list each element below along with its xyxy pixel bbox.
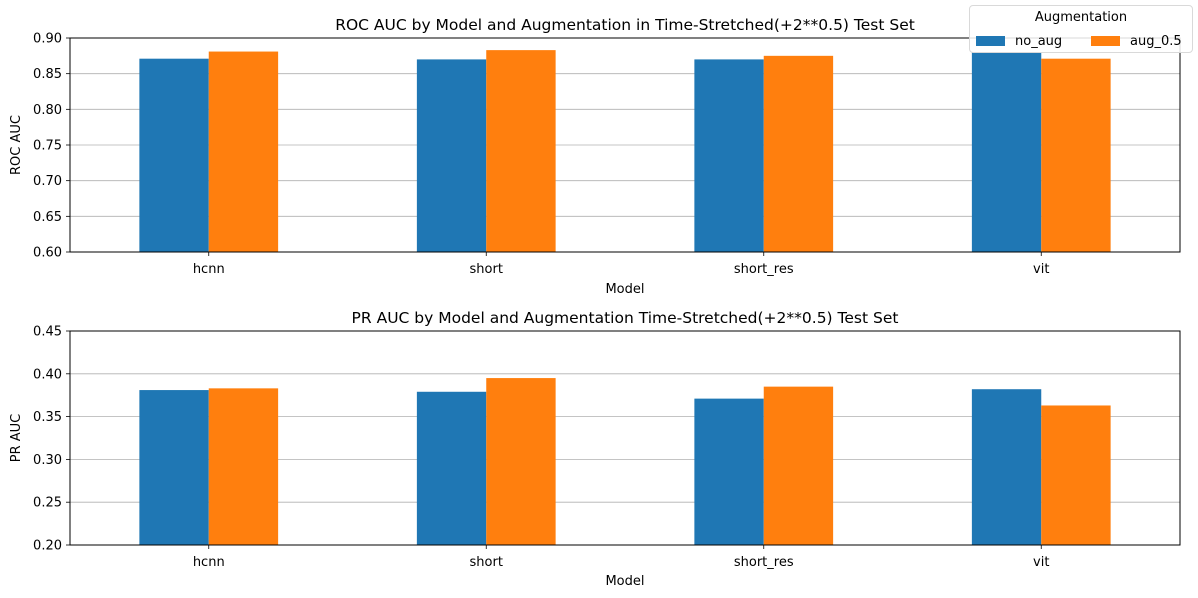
x-axis-label: Model: [605, 574, 644, 589]
x-axis-label: Model: [605, 282, 644, 297]
y-tick-label: 0.35: [33, 410, 62, 425]
chart-title: ROC AUC by Model and Augmentation in Tim…: [335, 16, 915, 34]
y-tick-label: 0.80: [33, 103, 62, 118]
legend-entry-no-aug: no_aug: [976, 33, 1062, 49]
bar-aug-0-5-short-res: [763, 386, 834, 545]
x-tick-label: hcnn: [193, 555, 225, 570]
x-tick-label: vit: [1033, 262, 1049, 277]
plot-frame: [69, 37, 1181, 253]
y-axis-label: ROC AUC: [9, 115, 24, 175]
bar-no-aug-hcnn: [139, 390, 209, 545]
y-tick-label: 0.60: [33, 246, 62, 261]
bar-no-aug-short: [416, 59, 487, 253]
bar-aug-0-5-vit: [1041, 405, 1111, 545]
x-tick-label: vit: [1033, 555, 1049, 570]
pr-auc-chart: PR AUC by Model and Augmentation Time-St…: [9, 309, 1181, 589]
bar-aug-0-5-vit: [1041, 58, 1111, 252]
bar-no-aug-hcnn: [139, 58, 209, 252]
y-tick-label: 0.20: [33, 539, 62, 554]
bar-aug-0-5-short: [486, 50, 556, 253]
legend: Augmentation no_aug aug_0.5: [969, 5, 1193, 53]
y-tick-label: 0.85: [33, 67, 62, 82]
bar-aug-0-5-hcnn: [208, 51, 279, 253]
bar-no-aug-short-res: [694, 59, 764, 253]
bar-aug-0-5-hcnn: [208, 388, 279, 545]
legend-swatch-no-aug: [976, 36, 1005, 46]
bar-no-aug-vit: [971, 52, 1042, 253]
y-tick-label: 0.65: [33, 210, 62, 225]
legend-entry-aug-0-5: aug_0.5: [1091, 33, 1182, 49]
y-tick-label: 0.90: [33, 32, 62, 47]
bar-aug-0-5-short-res: [763, 55, 834, 253]
bar-no-aug-short: [416, 391, 487, 545]
chart-title: PR AUC by Model and Augmentation Time-St…: [352, 309, 899, 327]
bar-no-aug-vit: [971, 389, 1042, 545]
y-tick-label: 0.40: [33, 367, 62, 382]
x-tick-label: short_res: [734, 555, 794, 570]
bar-no-aug-short-res: [694, 398, 764, 545]
legend-title: Augmentation: [1034, 10, 1128, 25]
legend-swatch-aug-0-5: [1091, 36, 1120, 46]
legend-label-no-aug: no_aug: [1015, 33, 1063, 49]
y-tick-label: 0.25: [33, 496, 62, 511]
x-tick-label: hcnn: [193, 262, 225, 277]
x-tick-label: short_res: [734, 262, 794, 277]
y-tick-label: 0.70: [33, 174, 62, 189]
y-axis-label: PR AUC: [9, 414, 24, 463]
x-tick-label: short: [470, 262, 503, 277]
x-tick-label: short: [470, 555, 503, 570]
y-tick-label: 0.45: [33, 325, 62, 340]
y-tick-label: 0.30: [33, 453, 62, 468]
roc-auc-chart: ROC AUC by Model and Augmentation in Tim…: [9, 16, 1181, 297]
y-tick-label: 0.75: [33, 139, 62, 154]
plot-frame: [69, 330, 1181, 546]
legend-label-aug-0-5: aug_0.5: [1130, 33, 1182, 49]
bar-aug-0-5-short: [486, 378, 556, 545]
